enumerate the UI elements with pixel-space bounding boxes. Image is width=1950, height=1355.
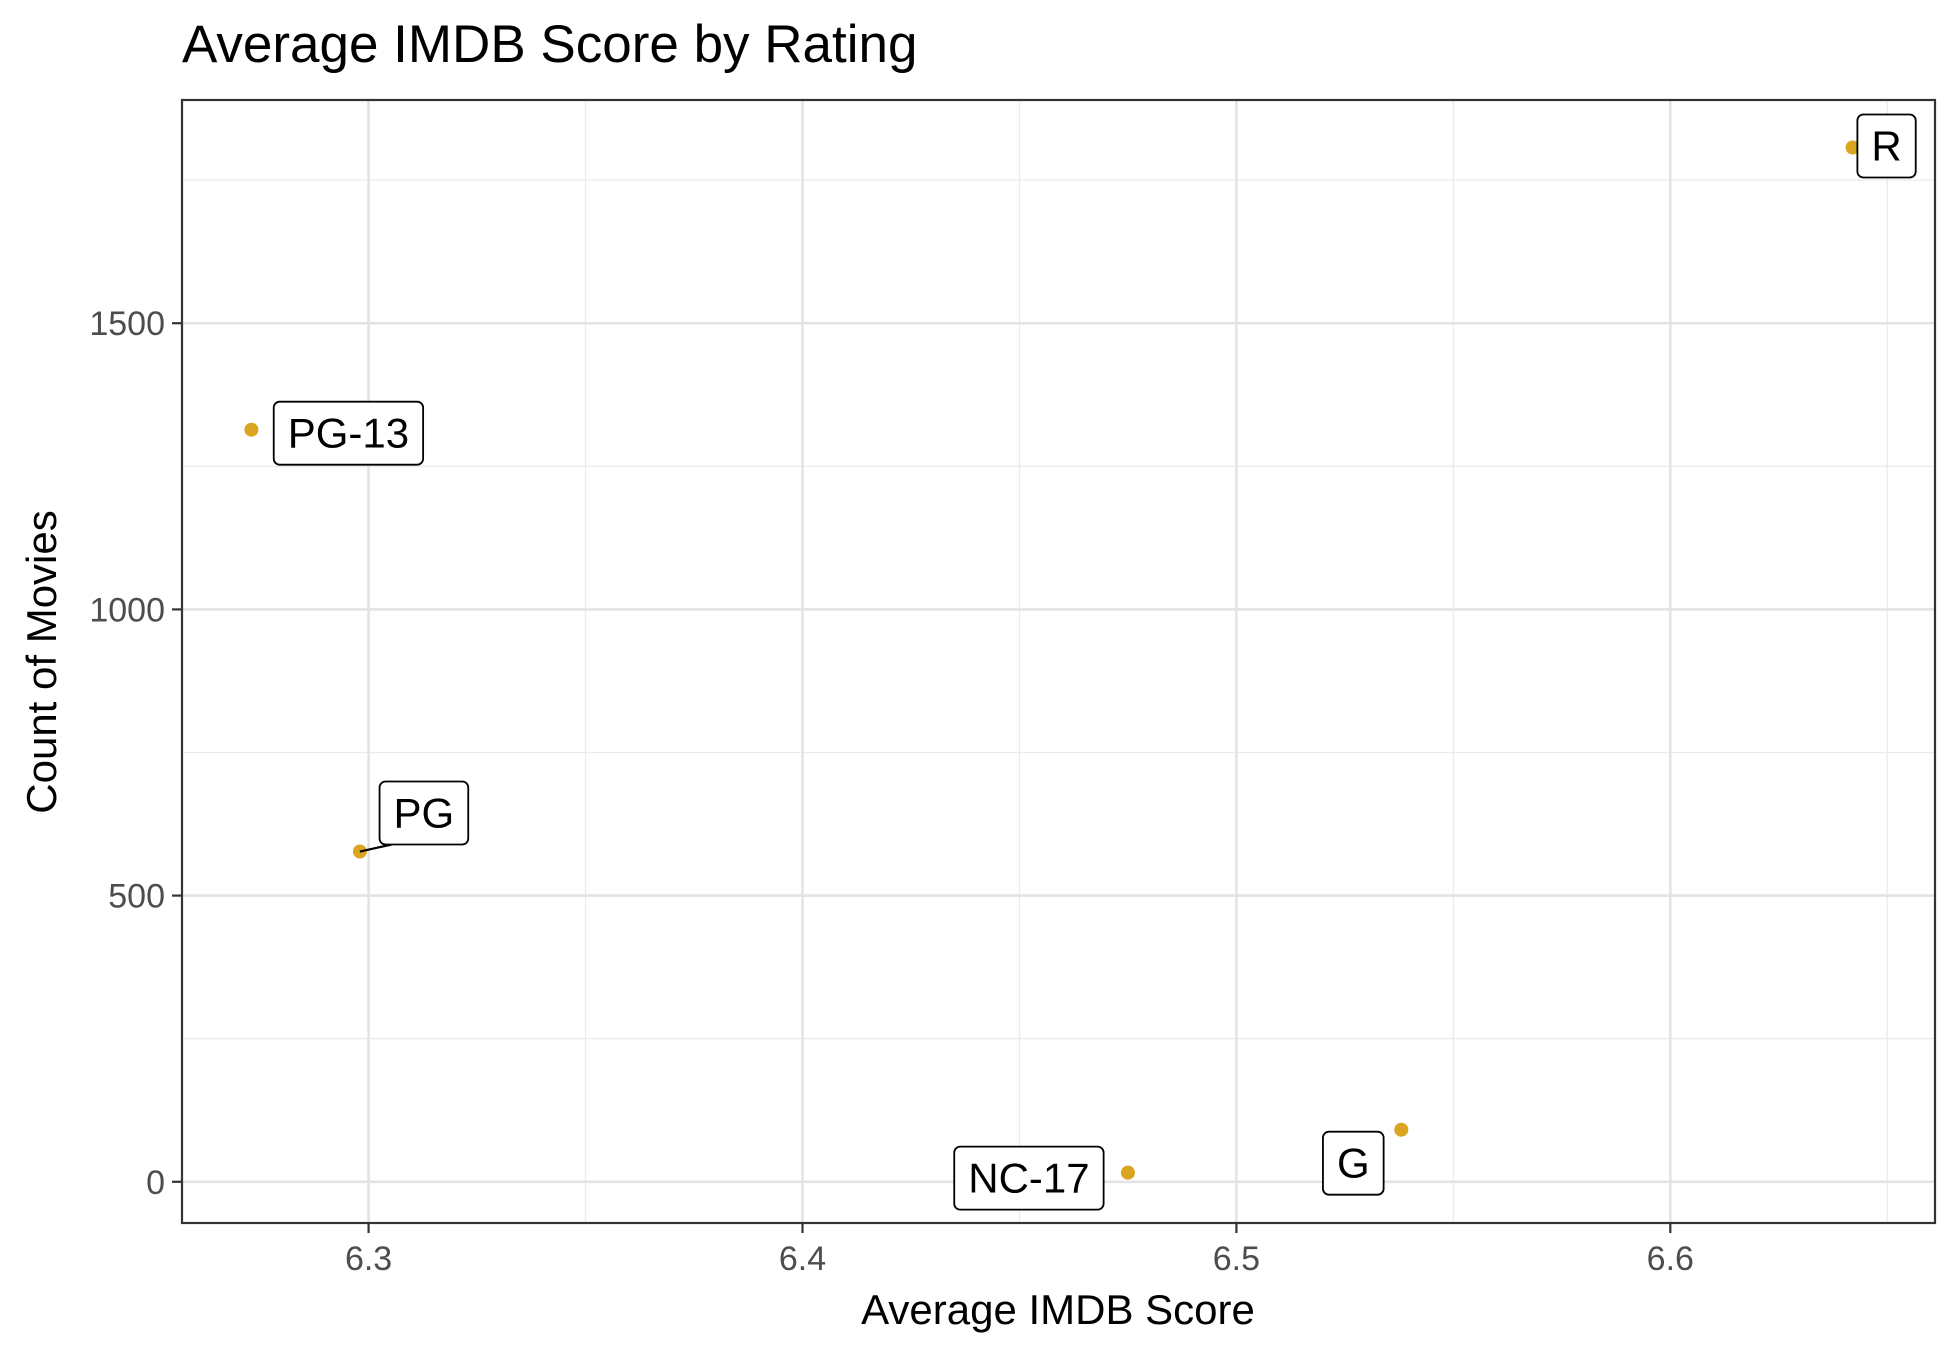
- point-label-box: [272, 400, 425, 466]
- x-tick-label: 6.5: [1213, 1240, 1260, 1278]
- point-label-box: [1856, 113, 1917, 179]
- chart-title: Average IMDB Score by Rating: [182, 15, 917, 74]
- plot-panel-background: [182, 100, 1935, 1223]
- y-tick-label: 0: [146, 1164, 165, 1202]
- y-tick-label: 1000: [89, 591, 165, 629]
- minor-gridlines: [182, 100, 1935, 1223]
- x-tick-label: 6.3: [345, 1240, 392, 1278]
- plot-panel-border: [180, 98, 1937, 1225]
- y-axis: 0 500 1000 1500: [89, 305, 182, 1202]
- data-point: [1845, 140, 1860, 155]
- x-axis-title: Average IMDB Score: [861, 1286, 1255, 1333]
- y-tick-label: 500: [108, 878, 165, 916]
- data-points: [244, 140, 1860, 1180]
- y-axis-title: Count of Movies: [18, 510, 65, 813]
- point-label: G: [1322, 1130, 1385, 1196]
- point-label-text: PG-13: [288, 410, 409, 457]
- data-point: [1120, 1165, 1135, 1180]
- point-label-box: [1322, 1130, 1385, 1196]
- point-label-text: R: [1871, 123, 1901, 170]
- point-label: R: [1856, 113, 1917, 179]
- x-tick-label: 6.6: [1647, 1240, 1694, 1278]
- point-labels: R PG-13 PG NC-17 G: [272, 113, 1917, 1211]
- data-point: [244, 422, 259, 437]
- label-leader-line: [359, 843, 392, 853]
- point-label: PG: [359, 780, 470, 853]
- point-label-box: [378, 780, 470, 846]
- x-tick-label: 6.4: [779, 1240, 826, 1278]
- point-label: PG-13: [272, 400, 425, 466]
- point-label-text: NC-17: [968, 1155, 1089, 1202]
- point-label: NC-17: [953, 1145, 1105, 1211]
- point-label-text: PG: [394, 790, 455, 837]
- y-tick-label: 1500: [89, 305, 165, 343]
- point-label-text: G: [1337, 1140, 1370, 1187]
- x-axis: 6.3 6.4 6.5 6.6: [345, 1223, 1694, 1278]
- point-label-box: [953, 1145, 1105, 1211]
- data-point: [1394, 1122, 1409, 1137]
